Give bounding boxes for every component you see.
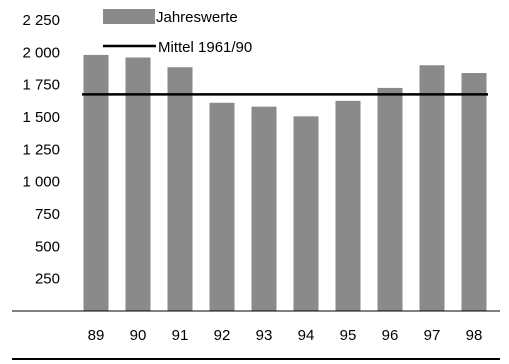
legend: Jahreswerte Mittel 1961/90	[103, 9, 252, 56]
x-tick-label: 98	[466, 327, 483, 344]
legend-label-line: Mittel 1961/90	[158, 39, 252, 56]
x-tick-label: 89	[88, 327, 105, 344]
bar-92	[209, 102, 235, 311]
x-tick-label: 90	[130, 327, 147, 344]
y-axis-tick-labels: 250 500 750 1 000 1 250 1 500 1 750 2 000 2 250	[22, 12, 60, 288]
x-tick-label: 94	[298, 327, 315, 344]
x-tick-label: 91	[172, 327, 189, 344]
x-axis-tick-labels: 89 90 91 92 93 94 95 96 97 98	[88, 327, 483, 344]
y-tick-label: 1 250	[22, 141, 60, 158]
bar-91	[167, 67, 193, 311]
x-tick-label: 97	[424, 327, 441, 344]
bar-90	[125, 57, 151, 311]
bar-96	[377, 87, 403, 312]
y-tick-label: 750	[35, 206, 60, 223]
y-tick-label: 1 500	[22, 109, 60, 126]
bar-89	[83, 54, 109, 312]
legend-swatch-bars	[103, 9, 155, 24]
x-tick-label: 92	[214, 327, 231, 344]
bar-93	[251, 106, 277, 311]
bar-98	[461, 73, 487, 311]
y-tick-label: 250	[35, 271, 60, 288]
x-tick-label: 93	[256, 327, 273, 344]
y-tick-label: 2 250	[22, 12, 60, 29]
y-tick-label: 1 750	[22, 77, 60, 94]
bar-95	[335, 100, 361, 311]
bar-series	[83, 54, 487, 312]
y-tick-label: 500	[35, 238, 60, 255]
bar-94	[293, 116, 319, 311]
bar-97	[419, 65, 445, 312]
x-tick-label: 96	[382, 327, 399, 344]
legend-label-bars: Jahreswerte	[156, 9, 238, 26]
y-tick-label: 1 000	[22, 174, 60, 191]
y-tick-label: 2 000	[22, 44, 60, 61]
x-tick-label: 95	[340, 327, 357, 344]
